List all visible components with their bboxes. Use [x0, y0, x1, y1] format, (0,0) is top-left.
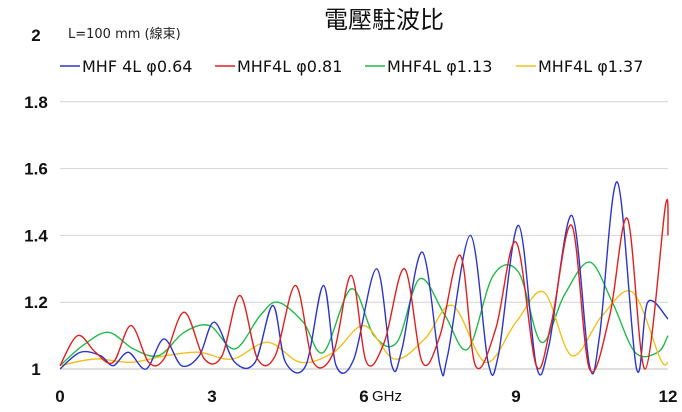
axis-layer: 1 1.2 1.4 1.6 1.8 2 0 3 6 9 12 — [24, 26, 677, 406]
chart-title: 電壓駐波比 — [324, 6, 444, 34]
y-tick-label: 2 — [31, 26, 40, 45]
legend-label: MHF 4L φ0.64 — [82, 57, 192, 76]
series-line-4 — [59, 289, 669, 367]
series-line-2 — [59, 198, 669, 373]
y-tick-label: 1 — [31, 360, 40, 379]
series-line-1 — [59, 181, 669, 377]
x-tick-label: 0 — [55, 387, 64, 406]
y-tick-label: 1.8 — [24, 93, 48, 112]
series-layer — [59, 181, 669, 377]
legend: MHF 4L φ0.64 MHF4L φ0.81 MHF4L φ1.13 MHF4L … — [60, 57, 643, 76]
legend-label: MHF4L φ1.37 — [538, 57, 643, 76]
legend-label: MHF4L φ0.81 — [237, 57, 342, 76]
x-tick-label: 3 — [207, 387, 216, 406]
y-tick-label: 1.6 — [24, 160, 48, 179]
y-tick-label: 1.2 — [24, 293, 48, 312]
x-tick-label: 9 — [511, 387, 520, 406]
legend-label: MHF4L φ1.13 — [387, 57, 492, 76]
y-tick-label: 1.4 — [24, 226, 48, 245]
chart-annotation: L=100 mm (線束) — [68, 26, 181, 42]
grid-layer — [60, 101, 668, 303]
x-tick-label: 6 — [359, 387, 368, 406]
x-tick-label: 12 — [659, 387, 678, 406]
x-axis-unit: GHz — [372, 388, 402, 405]
